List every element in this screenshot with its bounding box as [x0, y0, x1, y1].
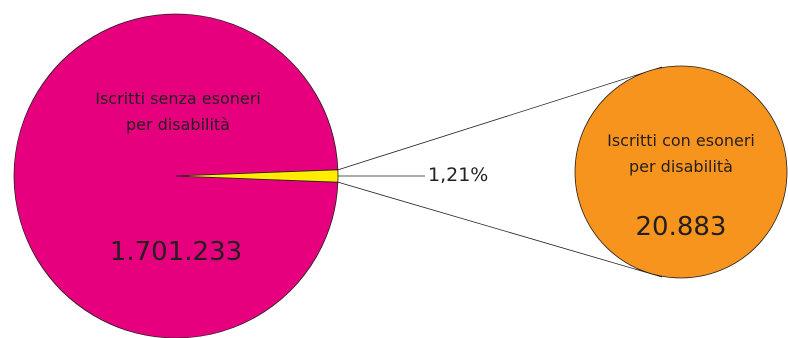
- percent-label: 1,21%: [428, 164, 488, 186]
- main-pie-slice: [13, 13, 339, 338]
- detail-label-line-2: per disabilità: [629, 157, 733, 176]
- main-label-line-2: per disabilità: [126, 115, 230, 134]
- connector-line-top: [337, 66, 663, 171]
- detail-label-line-1: Iscritti con esoneri: [607, 131, 755, 150]
- main-value-label: 1.701.233: [110, 237, 242, 267]
- connector-line-bottom: [337, 181, 663, 278]
- main-label-line-1: Iscritti senza esoneri: [95, 89, 261, 108]
- detail-circle: [574, 65, 788, 279]
- small-pie-slice: [175, 169, 339, 183]
- detail-value-label: 20.883: [636, 212, 727, 242]
